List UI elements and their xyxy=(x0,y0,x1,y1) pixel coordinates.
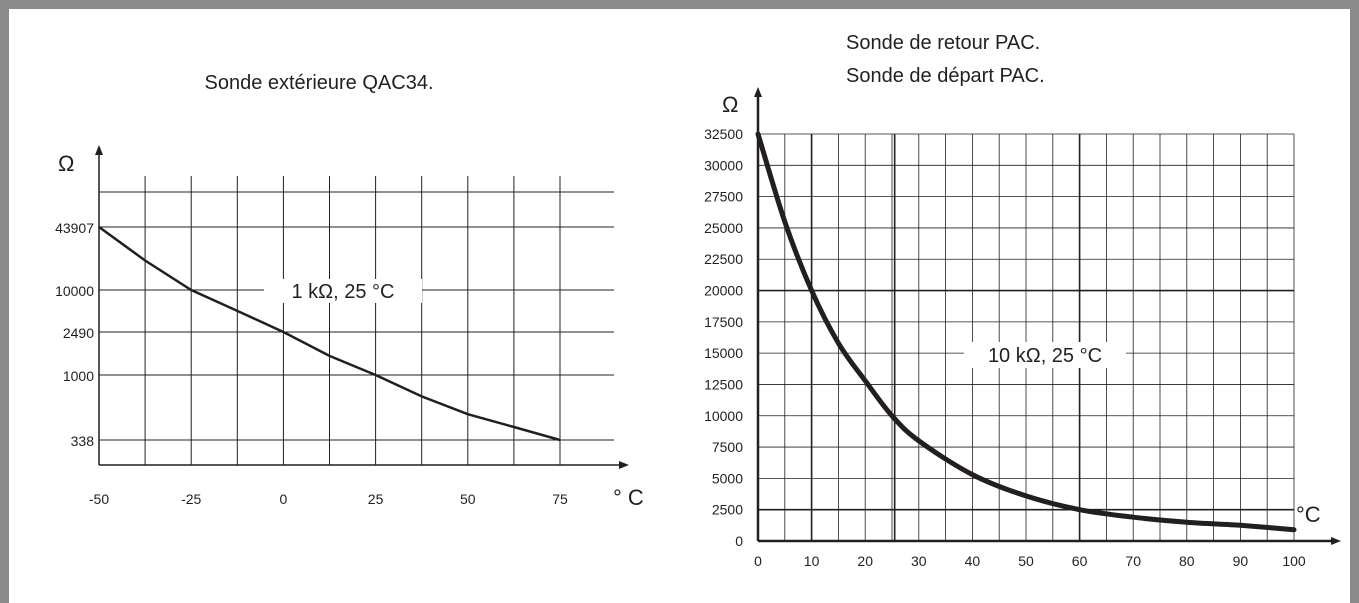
chart-right-x-tick-label: 80 xyxy=(1179,553,1195,569)
chart-right-ylabel: Ω xyxy=(722,92,738,117)
chart-left-ylabel: Ω xyxy=(58,151,74,176)
chart-left: Sonde extérieure QAC34. Ω ° C 4390710000… xyxy=(55,72,644,510)
chart-right-x-tick-label: 60 xyxy=(1072,553,1088,569)
chart-right-x-tick-label: 50 xyxy=(1018,553,1034,569)
chart-right: Sonde de retour PAC. Sonde de départ PAC… xyxy=(704,32,1341,569)
chart-left-y-tick-label: 43907 xyxy=(55,220,94,236)
chart-right-axes xyxy=(754,87,1341,545)
chart-left-axes xyxy=(95,145,629,469)
chart-left-y-tick-label: 2490 xyxy=(63,325,94,341)
chart-right-annotation-bg xyxy=(964,342,1126,368)
chart-right-x-tick-label: 0 xyxy=(754,553,762,569)
chart-left-annotation: 1 kΩ, 25 °C xyxy=(292,281,395,303)
chart-left-annotation-bg xyxy=(264,279,422,303)
chart-right-x-tick-label: 10 xyxy=(804,553,820,569)
chart-right-y-tick-label: 22500 xyxy=(704,251,743,267)
chart-right-y-tick-label: 2500 xyxy=(712,502,743,518)
chart-right-x-tick-label: 90 xyxy=(1233,553,1249,569)
chart-left-y-tick-label: 10000 xyxy=(55,283,94,299)
chart-right-y-tick-label: 30000 xyxy=(704,157,743,173)
chart-left-x-tick-label: 75 xyxy=(552,491,568,507)
chart-right-subtitle: Sonde de départ PAC. xyxy=(846,65,1045,87)
chart-left-xlabel: ° C xyxy=(613,485,644,510)
chart-right-x-tick-label: 70 xyxy=(1125,553,1141,569)
chart-left-x-tick-label: 25 xyxy=(368,491,384,507)
chart-right-x-tick-label: 40 xyxy=(965,553,981,569)
chart-left-x-tick-label: -25 xyxy=(181,491,201,507)
chart-right-annotation: 10 kΩ, 25 °C xyxy=(988,345,1102,367)
chart-right-y-tick-label: 32500 xyxy=(704,126,743,142)
chart-left-ticks: 43907 10000 2490 1000 338 -50 -25 0 25 50 75 xyxy=(55,220,568,507)
chart-right-y-tick-label: 5000 xyxy=(712,470,743,486)
chart-left-grid xyxy=(99,176,614,465)
chart-left-series-line xyxy=(98,225,561,442)
chart-right-x-tick-label: 100 xyxy=(1282,553,1306,569)
chart-right-x-tick-label: 30 xyxy=(911,553,927,569)
chart-right-y-tick-label: 7500 xyxy=(712,439,743,455)
chart-left-y-tick-label: 1000 xyxy=(63,368,94,384)
chart-right-xlabel: °C xyxy=(1296,502,1321,527)
chart-right-y-tick-label: 20000 xyxy=(704,283,743,299)
chart-right-y-tick-label: 0 xyxy=(735,533,743,549)
chart-left-y-tick-label: 338 xyxy=(71,433,95,449)
chart-right-x-tick-label: 20 xyxy=(857,553,873,569)
chart-right-ticks: 0 2500 5000 7500 10000 12500 15000 17500 20000 22… xyxy=(704,126,1306,569)
chart-right-title: Sonde de retour PAC. xyxy=(846,32,1040,54)
chart-right-y-tick-label: 10000 xyxy=(704,408,743,424)
chart-right-y-tick-label: 12500 xyxy=(704,376,743,392)
chart-right-y-tick-label: 17500 xyxy=(704,314,743,330)
chart-left-title: Sonde extérieure QAC34. xyxy=(204,72,433,94)
chart-right-y-tick-label: 15000 xyxy=(704,345,743,361)
chart-left-x-tick-label: 50 xyxy=(460,491,476,507)
chart-right-y-tick-label: 27500 xyxy=(704,189,743,205)
chart-right-series-line xyxy=(755,131,1297,533)
chart-right-grid xyxy=(758,133,1295,541)
chart-left-x-tick-label: 0 xyxy=(280,491,288,507)
chart-left-x-tick-label: -50 xyxy=(89,491,109,507)
chart-right-y-tick-label: 25000 xyxy=(704,220,743,236)
